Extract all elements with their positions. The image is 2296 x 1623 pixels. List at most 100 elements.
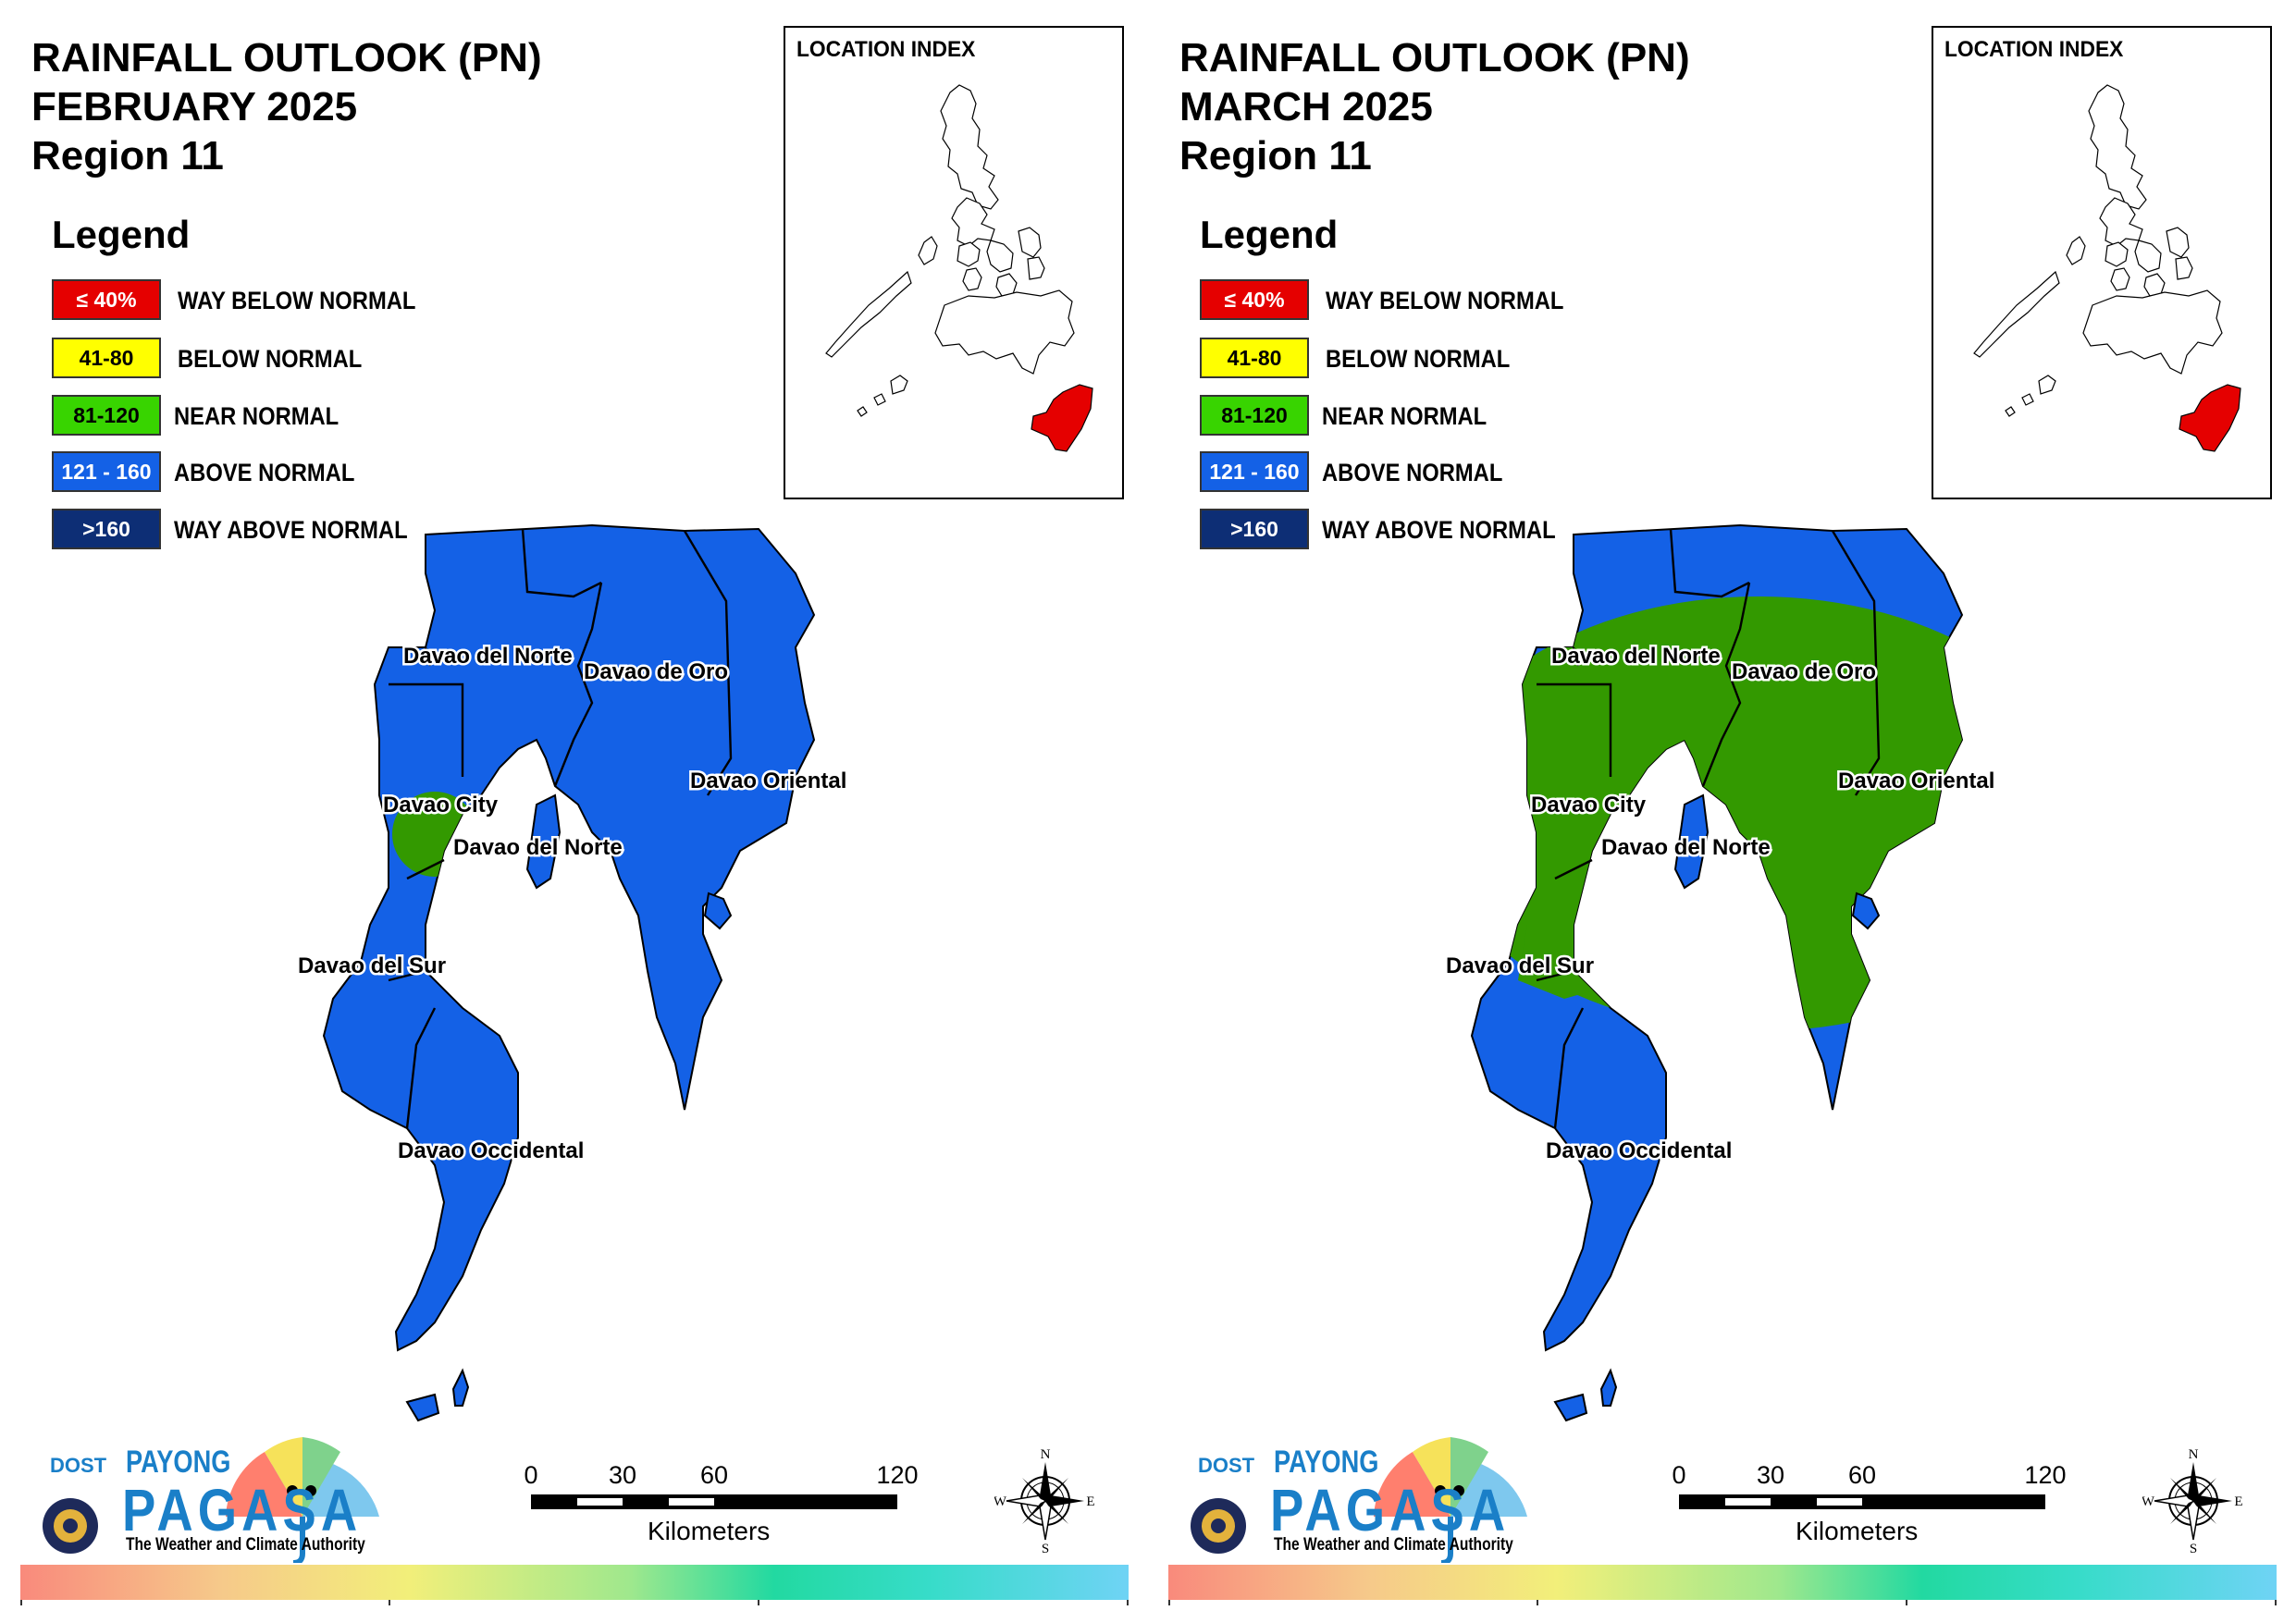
pagasa-text: PAGASA	[1270, 1477, 1511, 1543]
legend-item-way-above-normal: >160 WAY ABOVE NORMAL	[1200, 509, 1607, 553]
legend-swatch: >160	[1200, 509, 1309, 549]
label-davao-del-norte: Davao del Norte	[1551, 644, 1721, 669]
compass-rose-icon: N S E W	[994, 1447, 1096, 1556]
legend-swatch: 121 - 160	[52, 451, 161, 492]
compass-n: N	[2189, 1447, 2199, 1462]
title-line-2: MARCH 2025	[1179, 84, 1433, 129]
decorative-gradient-bar	[1168, 1565, 2277, 1600]
philippines-outline-map	[825, 84, 1093, 452]
legend-swatch: 81-120	[52, 395, 161, 436]
legend-swatch: 121 - 160	[1200, 451, 1309, 492]
label-davao-de-oro: Davao de Oro	[1732, 659, 1876, 684]
scale-tick-120: 120	[876, 1461, 919, 1489]
samal-island	[525, 793, 562, 890]
title-line-1: RAINFALL OUTLOOK (PN)	[1179, 35, 1690, 80]
decorative-gradient-bar	[20, 1565, 1129, 1600]
legend-swatch: ≤ 40%	[1200, 279, 1309, 320]
inset-title: LOCATION INDEX	[796, 37, 976, 62]
label-davao-del-norte-2: Davao del Norte	[453, 835, 623, 860]
legend-label: NEAR NORMAL	[174, 402, 339, 430]
scale-unit: Kilometers	[648, 1517, 771, 1545]
legend-label: WAY ABOVE NORMAL	[1322, 516, 1556, 544]
label-davao-del-norte-2: Davao del Norte	[1601, 835, 1771, 860]
balut-island	[1553, 1368, 1618, 1422]
legend-swatch: 41-80	[1200, 338, 1309, 378]
pagasa-logo: DOST PAYONG PAGASA The Weather and Clima…	[1181, 1387, 1551, 1563]
region-11-highlight	[1031, 384, 1093, 452]
map-title: RAINFALL OUTLOOK (PN) MARCH 2025 Region …	[1179, 33, 1690, 180]
label-davao-oriental: Davao Oriental	[690, 768, 846, 793]
legend-item-way-above-normal: >160 WAY ABOVE NORMAL	[52, 509, 459, 553]
legend-label: WAY BELOW NORMAL	[178, 287, 416, 314]
legend-label: BELOW NORMAL	[1326, 345, 1511, 373]
province-boundaries	[388, 528, 733, 1129]
compass-w: W	[2142, 1494, 2155, 1509]
legend-title: Legend	[52, 213, 191, 256]
legend-label: ABOVE NORMAL	[174, 459, 355, 486]
scale-tick-0: 0	[524, 1461, 538, 1489]
legend-item-way-below-normal: ≤ 40% WAY BELOW NORMAL	[1200, 279, 1607, 324]
legend-swatch: >160	[52, 509, 161, 549]
location-index-inset: LOCATION INDEX	[1932, 26, 2272, 499]
label-davao-del-sur: Davao del Sur	[1446, 953, 1594, 978]
region-11-map: Davao del Norte Davao de Oro Davao Orien…	[296, 523, 849, 1422]
title-line-3: Region 11	[1179, 133, 1372, 178]
scale-bar: 0 30 60 120 Kilometers	[1672, 1461, 2066, 1545]
compass-n: N	[1041, 1447, 1051, 1462]
label-davao-del-sur: Davao del Sur	[298, 953, 446, 978]
title-line-2: FEBRUARY 2025	[31, 84, 358, 129]
dost-seal-icon	[43, 1498, 98, 1554]
label-davao-city: Davao City	[383, 793, 499, 818]
legend-swatch: ≤ 40%	[52, 279, 161, 320]
region-11-highlight	[2179, 384, 2241, 452]
label-davao-occidental: Davao Occidental	[1546, 1138, 1732, 1163]
legend-item-below-normal: 41-80 BELOW NORMAL	[1200, 338, 1607, 382]
map-title: RAINFALL OUTLOOK (PN) FEBRUARY 2025 Regi…	[31, 33, 542, 180]
legend-item-below-normal: 41-80 BELOW NORMAL	[52, 338, 459, 382]
logo-tagline: The Weather and Climate Authority	[1274, 1535, 1513, 1555]
legend-label: NEAR NORMAL	[1322, 402, 1487, 430]
scale-bar-graphic	[531, 1494, 897, 1509]
inset-title: LOCATION INDEX	[1944, 37, 2124, 62]
outlook-panel-march: RAINFALL OUTLOOK (PN) MARCH 2025 Region …	[1148, 0, 2296, 1623]
philippines-outline-map	[1973, 84, 2241, 452]
label-davao-del-norte: Davao del Norte	[403, 644, 573, 669]
label-davao-oriental: Davao Oriental	[1838, 768, 1994, 793]
compass-e: E	[2234, 1494, 2242, 1509]
samal-island	[1673, 793, 1710, 890]
legend-item-above-normal: 121 - 160 ABOVE NORMAL	[52, 451, 459, 496]
legend-item-way-below-normal: ≤ 40% WAY BELOW NORMAL	[52, 279, 459, 324]
region-11-map: Davao del Norte Davao de Oro Davao Orien…	[1444, 523, 1997, 1422]
title-line-3: Region 11	[31, 133, 224, 178]
pagasa-text: PAGASA	[122, 1477, 363, 1543]
scale-tick-0: 0	[1672, 1461, 1686, 1489]
payong-text: PAYONG	[126, 1445, 231, 1480]
scale-unit: Kilometers	[1796, 1517, 1919, 1545]
legend-label: WAY BELOW NORMAL	[1326, 287, 1564, 314]
dost-text: DOST	[1198, 1454, 1255, 1477]
legend-item-near-normal: 81-120 NEAR NORMAL	[1200, 395, 1607, 439]
location-index-inset: LOCATION INDEX	[784, 26, 1124, 499]
umbrella-logo-icon	[1191, 1437, 1527, 1563]
legend-title: Legend	[1200, 213, 1339, 256]
scale-tick-30: 30	[1756, 1461, 1785, 1489]
compass-s: S	[1042, 1542, 1049, 1554]
legend-label: BELOW NORMAL	[178, 345, 363, 373]
scale-bar-graphic	[1679, 1494, 2045, 1509]
label-davao-city: Davao City	[1531, 793, 1647, 818]
legend-swatch: 41-80	[52, 338, 161, 378]
compass-rose-icon: N S E W	[2142, 1447, 2244, 1556]
label-davao-occidental: Davao Occidental	[398, 1138, 584, 1163]
province-labels: Davao del Norte Davao de Oro Davao Orien…	[1444, 642, 1997, 1166]
dost-text: DOST	[50, 1454, 107, 1477]
outlook-panel-february: RAINFALL OUTLOOK (PN) FEBRUARY 2025 Regi…	[20, 26, 1129, 1605]
pagasa-logo: DOST PAYONG PAGASA The Weather and Clima…	[33, 1387, 403, 1563]
province-boundaries	[1536, 528, 1881, 1129]
compass-s: S	[2190, 1542, 2197, 1554]
balut-island	[405, 1368, 470, 1422]
scale-bar: 0 30 60 120 Kilometers	[524, 1461, 919, 1545]
legend-item-near-normal: 81-120 NEAR NORMAL	[52, 395, 459, 439]
logo-tagline: The Weather and Climate Authority	[126, 1535, 365, 1555]
scale-tick-60: 60	[1847, 1461, 1877, 1489]
scale-tick-30: 30	[608, 1461, 637, 1489]
